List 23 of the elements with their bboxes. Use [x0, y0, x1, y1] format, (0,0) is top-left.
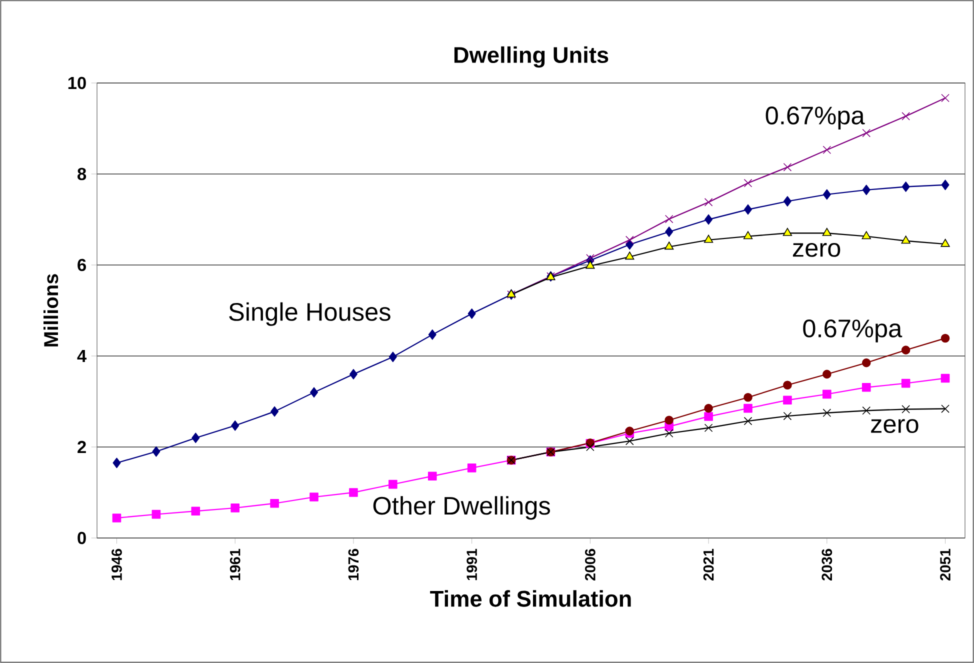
series-label: 0.67%pa: [803, 319, 902, 342]
series-label: zero: [871, 419, 918, 433]
y-tick-label: 0: [78, 532, 86, 544]
y-axis-title: Millions: [43, 274, 58, 346]
chart-title: Dwelling Units: [454, 46, 608, 68]
y-tick-label: 2: [78, 440, 86, 454]
x-tick-label: 2051: [940, 548, 950, 581]
series-label: zero: [792, 243, 840, 257]
x-tick-label: 1991: [466, 548, 478, 580]
series-label: Single Houses: [229, 302, 390, 326]
y-tick-label: 6: [78, 258, 86, 272]
x-tick-label: 1976: [348, 548, 359, 580]
x-axis-title: Time of Simulation: [430, 590, 631, 607]
x-tick-label: 1946: [112, 548, 122, 580]
y-tick-label: 4: [77, 350, 87, 362]
series-label: 0.67%pa: [766, 106, 865, 130]
y-tick-label: 10: [68, 76, 86, 90]
series-label: Other Dwellings: [373, 496, 550, 520]
x-tick-label: 2021: [703, 548, 714, 581]
x-tick-label: 2036: [822, 548, 832, 581]
x-tick-label: 2006: [585, 548, 596, 581]
x-tick-label: 1961: [230, 548, 240, 580]
y-tick-label: 8: [78, 168, 86, 180]
